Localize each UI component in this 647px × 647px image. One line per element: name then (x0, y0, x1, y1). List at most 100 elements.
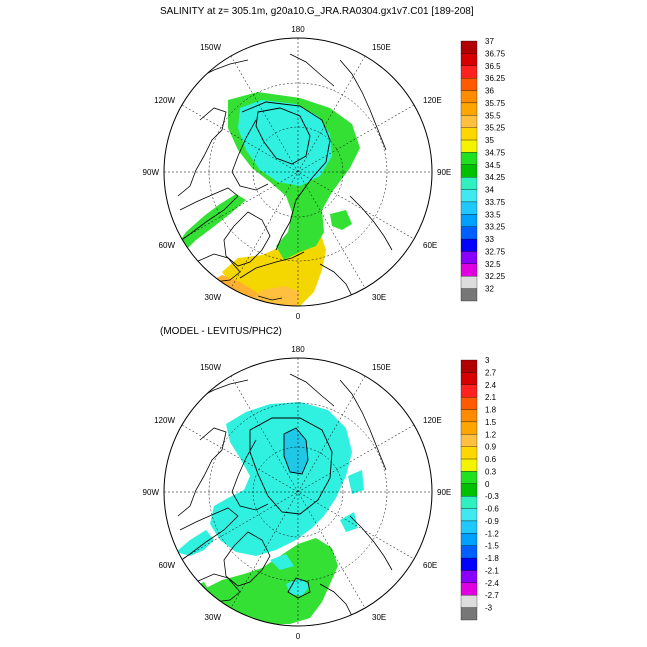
panel1-colorbar-swatch (460, 263, 478, 277)
panel2-lon-180: 180 (291, 345, 305, 354)
panel1-colorbar-label: 34.25 (485, 173, 506, 182)
panel1-colorbar-label: 34.5 (485, 161, 501, 170)
panel1-colorbar-label: 36.5 (485, 62, 501, 71)
panel2-colorbar-label: 0 (485, 480, 490, 489)
panel2-contour-atl (287, 577, 311, 599)
panel2-lon-60w: 60W (159, 561, 176, 570)
panel2-colorbar-swatch (460, 421, 478, 435)
panel2-colorbar-label: 1.8 (485, 406, 497, 415)
panel2-colorbar-label: -0.9 (485, 517, 499, 526)
panel2-colorbar: 3 2.7 2.4 2.1 1.8 1.5 1.2 0.9 0.6 0.3 0 -0.3 -0.6 -0.… (460, 356, 499, 621)
panel1-colorbar-label: 33 (485, 235, 494, 244)
panel1-colorbar-swatch (460, 201, 478, 215)
panel1-colorbar-label: 36.25 (485, 74, 506, 83)
panel1-cyan-core (238, 100, 332, 186)
panel1-colorbar-label: 35.5 (485, 111, 501, 120)
panel2-colorbar-swatch (460, 545, 478, 559)
panel2-cyan-west (176, 530, 214, 556)
panel1-lon-150e: 150E (372, 43, 391, 52)
panel1-lon-30w: 30W (205, 293, 222, 302)
panel2-lon-0: 0 (296, 632, 301, 641)
panel1-lon-90w: 90W (143, 168, 160, 177)
panel2-colorbar-label: -0.6 (485, 505, 499, 514)
panel1-lon-60w: 60W (159, 241, 176, 250)
panel1-colorbar-swatch (460, 177, 478, 190)
panel2-cyan-east2 (348, 470, 364, 494)
panel2-lon-150w: 150W (200, 363, 221, 372)
panel1-colorbar-swatch (460, 288, 478, 302)
panel1-colorbar-label: 32.75 (485, 247, 506, 256)
panel2-colorbar-label: 2.7 (485, 368, 497, 377)
panel1-colorbar-swatch (460, 40, 478, 54)
panel2-colorbar-swatch (460, 409, 478, 423)
panel2-colorbar-swatch (460, 372, 478, 385)
panel2-lon-90e: 90E (437, 488, 451, 497)
panel2-colorbar-label: 3 (485, 356, 490, 365)
panel2-colorbar-label: -0.3 (485, 492, 499, 501)
panel2-colorbar-label: -2.4 (485, 579, 499, 588)
panel2-contour-outer (249, 417, 333, 515)
panel2-colorbar-swatch (460, 446, 478, 460)
panel1-colorbar-swatch (460, 164, 478, 178)
panel1-colorbar-label: 33.75 (485, 198, 506, 207)
panel2-colorbar-label: -1.2 (485, 529, 499, 538)
panel1-colorbar-label: 32 (485, 285, 494, 294)
panel1-contour-atl (239, 251, 305, 279)
panel1-colorbar-label: 34.75 (485, 148, 506, 157)
panel1-colorbar: 37 36.75 36.5 36.25 36 35.75 35.5 35.25 35 34.75 3… (460, 37, 506, 302)
panel2-colorbar-swatch (460, 471, 478, 484)
panel1-colorbar-swatch (460, 127, 478, 141)
panel1-colorbar-swatch (460, 65, 478, 79)
panel2-contour-inner (283, 427, 309, 475)
panel2-green-sw (180, 582, 212, 606)
panel2-colorbar-swatch (460, 458, 478, 472)
panel2-colorbar-swatch (460, 607, 478, 621)
panel1-lon-60e: 60E (423, 241, 437, 250)
panel1-title: SALINITY at z= 305.1m, g20a10.G_JRA.RA03… (160, 6, 474, 17)
panel2-colorbar-swatch (460, 434, 478, 447)
panel2-colorbar-swatch (460, 483, 478, 497)
panel2-colorbar-label: -1.8 (485, 554, 499, 563)
panel2-core-contour-fill (284, 428, 308, 474)
panel1-colorbar-swatch (460, 152, 478, 165)
panel1-colorbar-label: 36 (485, 87, 494, 96)
panel2-cyan-patch2 (270, 554, 294, 570)
panel1-coastlines (175, 53, 393, 301)
panel1-colorbar-label: 35.75 (485, 99, 506, 108)
panel2-lon-90w: 90W (143, 488, 160, 497)
panel1-colorbar-swatch (460, 102, 478, 116)
panel1-contour-outer (241, 101, 331, 251)
panel1-lon-90e: 90E (437, 168, 451, 177)
panel2-colorbar-swatch (460, 557, 478, 571)
panel1-colorbar-swatch (460, 77, 478, 91)
panel1-colorbar-label: 35.25 (485, 124, 506, 133)
panel2-lon-120w: 120W (154, 416, 175, 425)
panel2-title: (MODEL - LEVITUS/PHC2) (160, 326, 282, 337)
panel2-lon-30e: 30E (372, 613, 386, 622)
panel2-colorbar-label: 1.5 (485, 418, 497, 427)
panel1-lon-120e: 120E (423, 96, 442, 105)
panel2-colorbar-label: -3 (485, 604, 493, 613)
panel1-colorbar-swatch (460, 276, 478, 289)
panel2-colorbar-label: 1.2 (485, 430, 497, 439)
panel2-colorbar-swatch (460, 570, 478, 584)
panel2-lon-120e: 120E (423, 416, 442, 425)
panel2-graticule (164, 358, 432, 626)
panel2-colorbar-swatch (460, 582, 478, 596)
panel2-colorbar-label: -2.1 (485, 566, 499, 575)
panel2-colorbar-label: 0.3 (485, 467, 497, 476)
panel2-lon-30w: 30W (205, 613, 222, 622)
panel1-colorbar-swatch (460, 189, 478, 203)
panel2-colorbar-swatch (460, 359, 478, 373)
panel1-colorbar-swatch (460, 115, 478, 128)
panel1-lon-0: 0 (296, 312, 301, 321)
panel1-colorbar-label: 36.75 (485, 49, 506, 58)
panel1-colorbar-label: 35 (485, 136, 494, 145)
panel1-lon-150w: 150W (200, 43, 221, 52)
panel1-colorbar-label: 34 (485, 186, 494, 195)
panel1-colorbar-swatch (460, 251, 478, 265)
panel2-colorbar-label: 2.4 (485, 381, 497, 390)
panel2-map: 180 0 90W 90E 150W 120W 60W 30W 150E 120… (143, 345, 452, 641)
panel1-lon-180: 180 (291, 25, 305, 34)
panel1-colorbar-label: 37 (485, 37, 494, 46)
